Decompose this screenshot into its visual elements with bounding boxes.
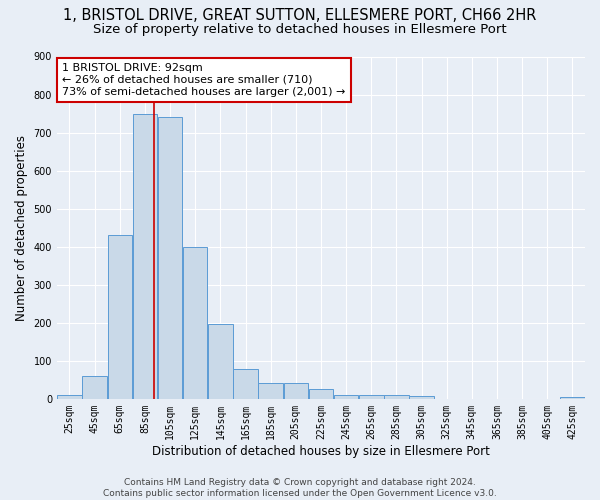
Bar xyxy=(208,324,233,399)
Bar xyxy=(107,236,132,399)
Text: Contains HM Land Registry data © Crown copyright and database right 2024.
Contai: Contains HM Land Registry data © Crown c… xyxy=(103,478,497,498)
Bar xyxy=(183,246,208,399)
Text: 1, BRISTOL DRIVE, GREAT SUTTON, ELLESMERE PORT, CH66 2HR: 1, BRISTOL DRIVE, GREAT SUTTON, ELLESMER… xyxy=(64,8,536,22)
Bar xyxy=(233,369,258,399)
Bar xyxy=(57,395,82,399)
Bar xyxy=(133,114,157,399)
Bar xyxy=(359,395,383,399)
Bar xyxy=(308,390,333,399)
Bar xyxy=(158,118,182,399)
Text: 1 BRISTOL DRIVE: 92sqm
← 26% of detached houses are smaller (710)
73% of semi-de: 1 BRISTOL DRIVE: 92sqm ← 26% of detached… xyxy=(62,64,346,96)
Bar xyxy=(82,376,107,399)
X-axis label: Distribution of detached houses by size in Ellesmere Port: Distribution of detached houses by size … xyxy=(152,444,490,458)
Bar xyxy=(409,396,434,399)
Bar xyxy=(334,395,358,399)
Bar xyxy=(560,397,584,399)
Y-axis label: Number of detached properties: Number of detached properties xyxy=(15,134,28,320)
Bar xyxy=(384,395,409,399)
Bar xyxy=(259,383,283,399)
Bar xyxy=(284,383,308,399)
Text: Size of property relative to detached houses in Ellesmere Port: Size of property relative to detached ho… xyxy=(93,22,507,36)
